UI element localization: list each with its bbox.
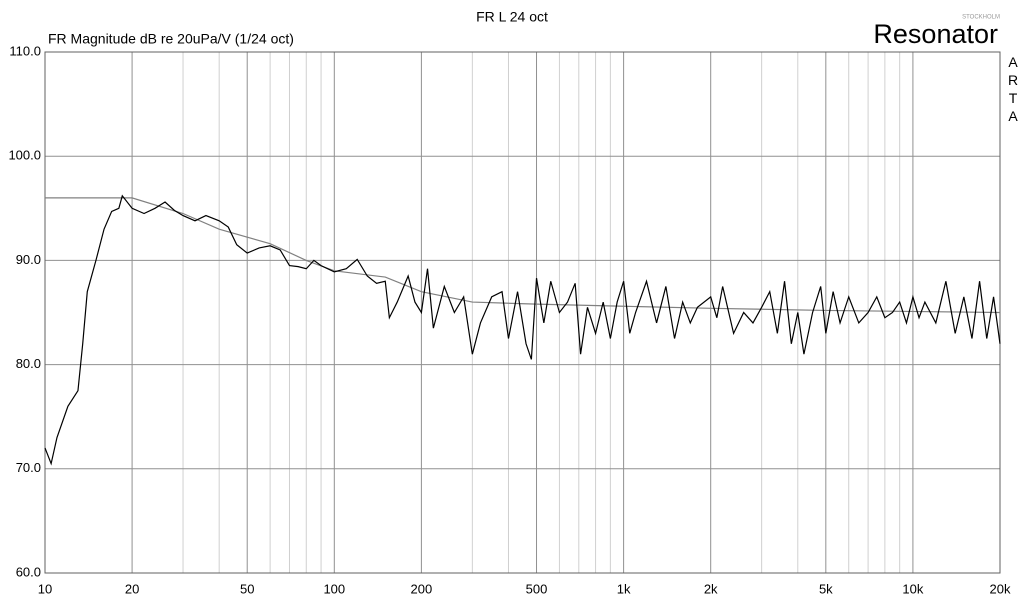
x-tick-label: 5k (819, 581, 833, 596)
y-tick-label: 80.0 (16, 356, 41, 371)
y-tick-label: 110.0 (9, 43, 41, 58)
brand: Resonator (873, 19, 998, 49)
x-tick-label: 10 (38, 581, 52, 596)
x-tick-label: 200 (411, 581, 433, 596)
axis-label: FR Magnitude dB re 20uPa/V (1/24 oct) (48, 31, 294, 47)
chart-title: FR L 24 oct (476, 9, 548, 25)
x-tick-label: 100 (323, 581, 345, 596)
x-tick-label: 1k (617, 581, 631, 596)
plot-area (45, 52, 1000, 573)
y-tick-label: 70.0 (16, 460, 41, 475)
y-tick-label: 60.0 (16, 564, 41, 579)
x-tick-label: 50 (240, 581, 254, 596)
x-tick-label: 500 (526, 581, 548, 596)
x-tick-label: 20 (125, 581, 139, 596)
side-label: ARTA (1005, 54, 1021, 126)
y-tick-label: 100.0 (8, 148, 41, 163)
line-series (44, 194, 1001, 466)
y-tick-label: 90.0 (16, 252, 41, 267)
x-tick-label: 2k (704, 581, 718, 596)
x-tick-label: 10k (902, 581, 923, 596)
brand-sub: STOCKHOLM (962, 15, 1000, 21)
x-tick-label: 20k (990, 581, 1011, 596)
